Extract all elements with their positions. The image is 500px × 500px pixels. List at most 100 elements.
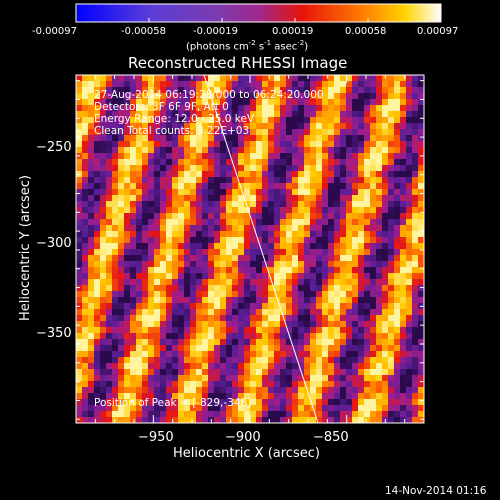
image-pixel xyxy=(136,375,143,382)
image-pixel xyxy=(244,393,251,400)
image-pixel xyxy=(364,375,371,382)
image-pixel xyxy=(214,237,221,244)
image-pixel xyxy=(274,411,281,418)
image-pixel xyxy=(418,339,424,346)
image-pixel xyxy=(376,297,383,304)
image-pixel xyxy=(238,207,245,214)
image-pixel xyxy=(160,375,167,382)
image-pixel xyxy=(82,201,89,208)
image-pixel xyxy=(106,297,113,304)
image-pixel xyxy=(178,177,185,184)
image-pixel xyxy=(358,327,365,334)
image-pixel xyxy=(394,261,401,268)
image-pixel xyxy=(136,147,143,154)
image-pixel xyxy=(142,387,149,394)
image-pixel xyxy=(304,243,311,250)
image-pixel xyxy=(412,87,419,94)
image-pixel xyxy=(172,249,179,256)
image-pixel xyxy=(298,93,305,100)
image-pixel xyxy=(88,75,95,82)
image-pixel xyxy=(244,213,251,220)
image-pixel xyxy=(310,117,317,124)
image-pixel xyxy=(268,357,275,364)
image-pixel xyxy=(406,231,413,238)
image-pixel xyxy=(184,267,191,274)
image-pixel xyxy=(388,123,395,130)
image-pixel xyxy=(280,345,287,352)
image-pixel xyxy=(184,153,191,160)
image-pixel xyxy=(100,387,107,394)
image-pixel xyxy=(262,117,269,124)
image-pixel xyxy=(184,327,191,334)
image-pixel xyxy=(214,291,221,298)
image-pixel xyxy=(202,99,209,106)
image-pixel xyxy=(394,273,401,280)
image-pixel xyxy=(388,105,395,112)
image-pixel xyxy=(280,237,287,244)
image-pixel xyxy=(364,273,371,280)
image-pixel xyxy=(292,327,299,334)
image-pixel xyxy=(250,255,257,262)
image-pixel xyxy=(160,201,167,208)
image-pixel xyxy=(406,309,413,316)
image-pixel xyxy=(124,207,131,214)
image-pixel xyxy=(400,417,407,423)
image-pixel xyxy=(190,111,197,118)
image-pixel xyxy=(172,285,179,292)
image-pixel xyxy=(208,183,215,190)
image-pixel xyxy=(274,279,281,286)
image-pixel xyxy=(226,153,233,160)
image-pixel xyxy=(268,153,275,160)
image-pixel xyxy=(142,321,149,328)
image-pixel xyxy=(358,417,365,423)
image-pixel xyxy=(352,273,359,280)
image-pixel xyxy=(292,309,299,316)
image-pixel xyxy=(166,393,173,400)
image-pixel xyxy=(274,129,281,136)
image-pixel xyxy=(130,285,137,292)
image-pixel xyxy=(238,327,245,334)
axis-ticks xyxy=(75,75,425,423)
image-pixel xyxy=(124,177,131,184)
image-pixel xyxy=(394,315,401,322)
image-pixel xyxy=(124,417,131,423)
image-pixel xyxy=(364,93,371,100)
image-pixel xyxy=(412,201,419,208)
image-pixel xyxy=(376,111,383,118)
image-pixel xyxy=(214,375,221,382)
image-pixel xyxy=(238,135,245,142)
image-pixel xyxy=(106,411,113,418)
image-pixel xyxy=(184,369,191,376)
image-pixel xyxy=(382,81,389,88)
image-pixel xyxy=(412,297,419,304)
image-pixel xyxy=(316,177,323,184)
colorbar-tick-label: -0.00097 xyxy=(32,26,77,37)
image-pixel xyxy=(274,147,281,154)
image-pixel xyxy=(400,393,407,400)
image-pixel xyxy=(352,189,359,196)
image-pixel xyxy=(130,165,137,172)
image-pixel xyxy=(280,183,287,190)
image-pixel xyxy=(226,207,233,214)
image-pixel xyxy=(310,315,317,322)
image-pixel xyxy=(130,315,137,322)
image-pixel xyxy=(382,357,389,364)
image-pixel xyxy=(94,99,101,106)
image-pixel xyxy=(406,387,413,394)
image-pixel xyxy=(418,285,424,292)
image-pixel xyxy=(346,267,353,274)
image-pixel xyxy=(352,393,359,400)
image-pixel xyxy=(184,81,191,88)
image-pixel xyxy=(220,243,227,250)
image-pixel xyxy=(76,369,83,376)
image-pixel xyxy=(172,165,179,172)
image-pixel xyxy=(130,291,137,298)
image-pixel xyxy=(304,279,311,286)
colorbar-tick-label: -0.00058 xyxy=(121,26,166,37)
image-pixel xyxy=(280,87,287,94)
image-pixel xyxy=(304,129,311,136)
image-pixel xyxy=(364,339,371,346)
image-pixel xyxy=(310,399,317,406)
image-pixel xyxy=(400,411,407,418)
image-pixel xyxy=(364,321,371,328)
